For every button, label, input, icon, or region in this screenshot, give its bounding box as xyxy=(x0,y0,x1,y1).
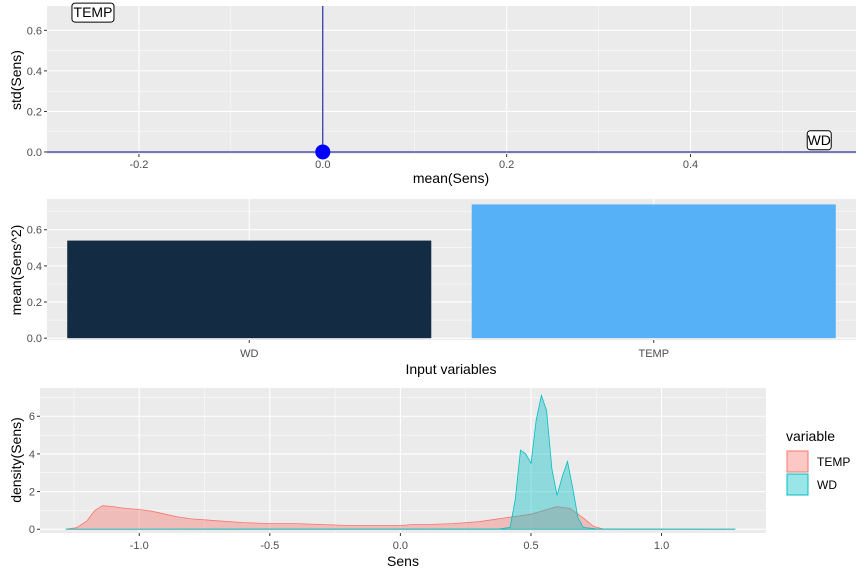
scatter-y-axis-title: std(Sens) xyxy=(8,50,24,110)
scatter-panel: -0.2 0.0 0.2 0.4 0.0 0.2 0.4 0.6 TEMP WD mean(S… xyxy=(8,2,856,186)
bar-y-tick-label: 0.4 xyxy=(27,261,42,273)
bar-x-axis-title: Input variables xyxy=(405,361,496,377)
scatter-point-label: WD xyxy=(806,130,832,151)
density-area-temp xyxy=(65,505,736,530)
scatter-x-tick-label: 0.4 xyxy=(683,159,698,171)
density-y-axis-title: density(Sens) xyxy=(8,417,24,503)
density-y-ticks: 0 2 4 6 xyxy=(29,411,40,536)
scatter-marks: TEMP WD xyxy=(47,2,856,160)
scatter-y-tick-label: 0.0 xyxy=(27,147,42,159)
scatter-x-tick-label: 0.2 xyxy=(499,159,514,171)
legend-key-temp xyxy=(786,450,809,473)
bar-marks xyxy=(67,204,836,339)
density-y-tick-label: 0 xyxy=(29,524,35,536)
density-marks xyxy=(65,394,736,530)
bar-y-axis-title: mean(Sens^2) xyxy=(8,225,24,316)
bar-x-tick-label: WD xyxy=(240,348,258,360)
bar-y-tick-label: 0.2 xyxy=(27,297,42,309)
density-x-tick-label: -1.0 xyxy=(130,540,149,552)
legend-label-temp: TEMP xyxy=(817,455,850,469)
density-x-tick-label: 0.5 xyxy=(523,540,538,552)
scatter-point-label: TEMP xyxy=(71,2,115,23)
scatter-point xyxy=(315,144,331,160)
bar-wd xyxy=(67,240,432,339)
scatter-y-tick-label: 0.6 xyxy=(27,25,42,37)
density-x-axis-title: Sens xyxy=(387,553,419,569)
bar-y-ticks: 0.0 0.2 0.4 0.6 xyxy=(27,225,47,345)
bar-x-tick-label: TEMP xyxy=(638,348,669,360)
density-x-tick-label: -0.5 xyxy=(260,540,279,552)
scatter-x-tick-label: 0.0 xyxy=(315,159,330,171)
density-plot-background xyxy=(40,388,766,533)
bar-y-tick-label: 0.0 xyxy=(27,333,42,345)
scatter-point-label-text: TEMP xyxy=(74,4,113,20)
legend-title: variable xyxy=(786,428,835,444)
density-area-wd xyxy=(65,394,736,530)
scatter-x-tick-label: -0.2 xyxy=(129,159,148,171)
scatter-x-axis-title: mean(Sens) xyxy=(413,170,489,186)
scatter-point-label-text: WD xyxy=(808,132,831,148)
scatter-y-ticks: 0.0 0.2 0.4 0.6 xyxy=(27,25,47,159)
scatter-y-tick-label: 0.4 xyxy=(27,66,42,78)
bar-y-tick-label: 0.6 xyxy=(27,225,42,237)
scatter-y-tick-label: 0.2 xyxy=(27,106,42,118)
density-panel: -1.0 -0.5 0.0 0.5 1.0 0 2 4 6 Sens density(Sens… xyxy=(8,388,850,569)
density-y-tick-label: 6 xyxy=(29,411,35,423)
density-y-tick-label: 4 xyxy=(29,449,35,461)
scatter-x-ticks: -0.2 0.0 0.2 0.4 xyxy=(129,154,698,171)
bar-x-ticks: WD TEMP xyxy=(240,340,669,360)
density-x-tick-label: 1.0 xyxy=(654,540,669,552)
density-x-ticks: -1.0 -0.5 0.0 0.5 1.0 xyxy=(130,533,669,552)
bar-panel: WD TEMP 0.0 0.2 0.4 0.6 Input variables mean… xyxy=(8,199,856,377)
density-x-tick-label: 0.0 xyxy=(393,540,408,552)
legend-label-wd: WD xyxy=(817,478,837,492)
density-legend: variable TEMP WD xyxy=(786,428,850,496)
bar-temp xyxy=(471,204,836,339)
legend-key-wd xyxy=(786,473,809,496)
density-y-tick-label: 2 xyxy=(29,487,35,499)
scatter-point-label-box xyxy=(71,2,115,23)
scatter-point-label-box xyxy=(806,130,832,151)
